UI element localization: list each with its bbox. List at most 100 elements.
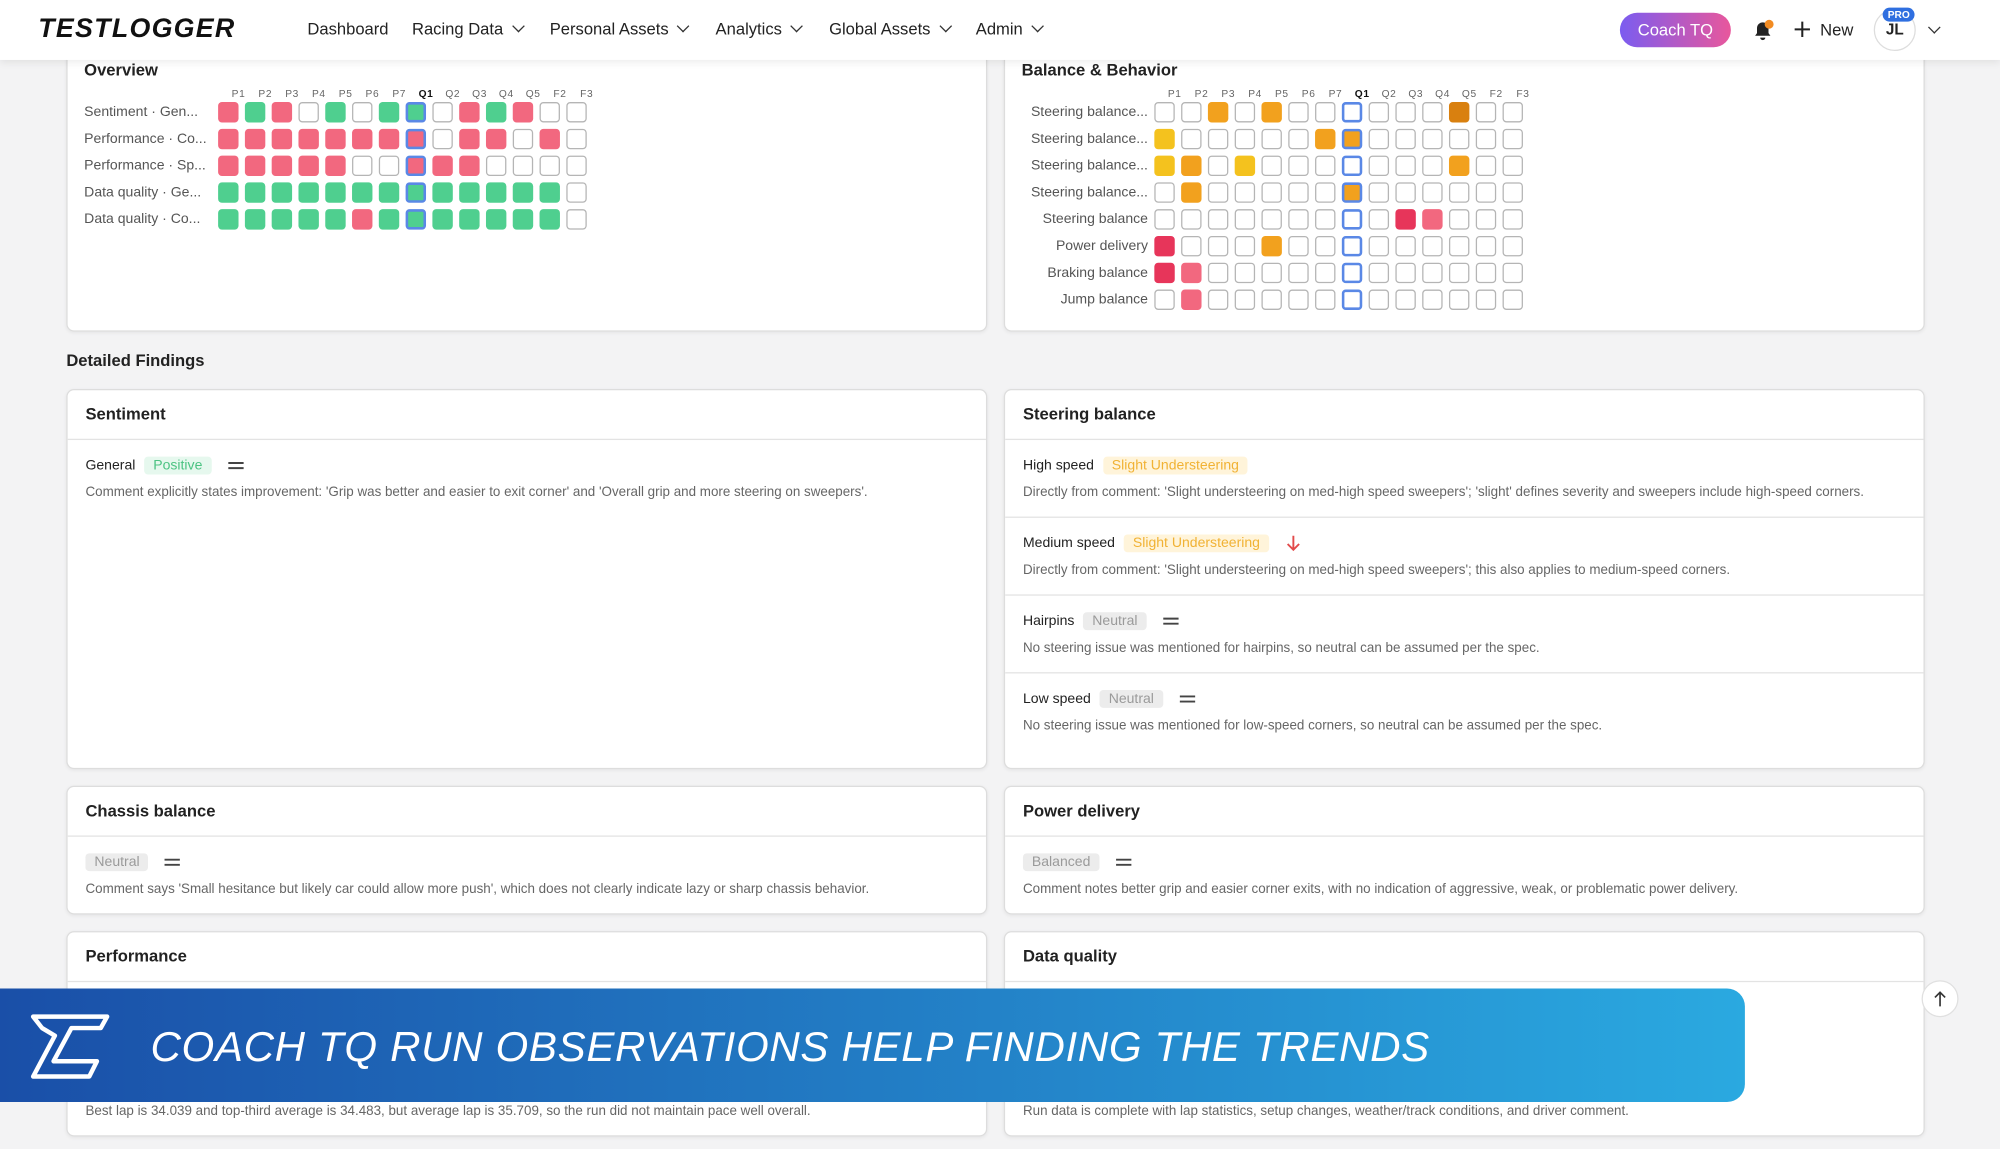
heatmap-cell[interactable] bbox=[1475, 235, 1497, 257]
nav-item[interactable]: Dashboard bbox=[307, 19, 388, 38]
heatmap-cell[interactable] bbox=[432, 102, 453, 123]
heatmap-cell[interactable] bbox=[1288, 155, 1309, 177]
heatmap-cell[interactable] bbox=[1422, 182, 1443, 203]
heatmap-cell[interactable] bbox=[1341, 128, 1363, 150]
nav-item[interactable]: Racing Data bbox=[412, 19, 525, 38]
heatmap-cell[interactable] bbox=[459, 128, 480, 150]
heatmap-cell[interactable] bbox=[244, 182, 266, 203]
heatmap-cell[interactable] bbox=[1341, 262, 1363, 284]
heatmap-cell[interactable] bbox=[325, 209, 346, 230]
heatmap-cell[interactable] bbox=[1341, 235, 1363, 257]
heatmap-cell[interactable] bbox=[1502, 235, 1523, 257]
heatmap-cell[interactable] bbox=[1154, 235, 1175, 257]
heatmap-cell[interactable] bbox=[1422, 289, 1443, 310]
heatmap-cell[interactable] bbox=[1395, 128, 1416, 150]
heatmap-cell[interactable] bbox=[1181, 128, 1202, 150]
heatmap-cell[interactable] bbox=[1422, 102, 1443, 123]
heatmap-cell[interactable] bbox=[1395, 182, 1416, 203]
heatmap-cell[interactable] bbox=[1395, 102, 1416, 123]
heatmap-cell[interactable] bbox=[298, 128, 319, 150]
heatmap-cell[interactable] bbox=[1448, 262, 1470, 284]
heatmap-cell[interactable] bbox=[432, 209, 453, 230]
avatar-menu[interactable] bbox=[1920, 19, 1941, 42]
heatmap-cell[interactable] bbox=[1368, 235, 1390, 257]
heatmap-cell[interactable] bbox=[1315, 209, 1336, 230]
heatmap-cell[interactable] bbox=[218, 209, 239, 230]
nav-item[interactable]: Global Assets bbox=[829, 19, 952, 38]
heatmap-cell[interactable] bbox=[271, 209, 293, 230]
heatmap-cell[interactable] bbox=[485, 182, 507, 203]
heatmap-cell[interactable] bbox=[1207, 235, 1229, 257]
notification-bell[interactable] bbox=[1750, 18, 1776, 44]
heatmap-cell[interactable] bbox=[325, 102, 346, 123]
heatmap-cell[interactable] bbox=[352, 182, 373, 203]
heatmap-cell[interactable] bbox=[271, 128, 293, 150]
heatmap-cell[interactable] bbox=[459, 155, 480, 177]
coach-button[interactable]: Coach TQ bbox=[1619, 12, 1731, 48]
heatmap-cell[interactable] bbox=[378, 102, 400, 123]
heatmap-cell[interactable] bbox=[1234, 128, 1256, 150]
heatmap-cell[interactable] bbox=[1181, 235, 1202, 257]
heatmap-cell[interactable] bbox=[352, 128, 373, 150]
heatmap-cell[interactable] bbox=[325, 128, 346, 150]
nav-item[interactable]: Analytics bbox=[716, 19, 803, 38]
heatmap-cell[interactable] bbox=[352, 209, 373, 230]
heatmap-cell[interactable] bbox=[1261, 235, 1282, 257]
heatmap-cell[interactable] bbox=[271, 102, 293, 123]
heatmap-cell[interactable] bbox=[1395, 235, 1416, 257]
heatmap-cell[interactable] bbox=[1181, 262, 1202, 284]
heatmap-cell[interactable] bbox=[566, 182, 587, 203]
heatmap-cell[interactable] bbox=[1234, 289, 1256, 310]
heatmap-cell[interactable] bbox=[405, 128, 427, 150]
heatmap-cell[interactable] bbox=[1448, 235, 1470, 257]
heatmap-cell[interactable] bbox=[1261, 209, 1282, 230]
heatmap-cell[interactable] bbox=[1368, 209, 1390, 230]
heatmap-cell[interactable] bbox=[432, 128, 453, 150]
heatmap-cell[interactable] bbox=[1181, 209, 1202, 230]
heatmap-cell[interactable] bbox=[1288, 209, 1309, 230]
heatmap-cell[interactable] bbox=[1422, 262, 1443, 284]
heatmap-cell[interactable] bbox=[1154, 155, 1175, 177]
heatmap-cell[interactable] bbox=[271, 155, 293, 177]
heatmap-cell[interactable] bbox=[1475, 182, 1497, 203]
nav-item[interactable]: Personal Assets bbox=[550, 19, 690, 38]
heatmap-cell[interactable] bbox=[378, 128, 400, 150]
heatmap-cell[interactable] bbox=[1207, 289, 1229, 310]
heatmap-cell[interactable] bbox=[512, 102, 534, 123]
heatmap-cell[interactable] bbox=[405, 209, 427, 230]
heatmap-cell[interactable] bbox=[1341, 182, 1363, 203]
heatmap-cell[interactable] bbox=[539, 128, 560, 150]
heatmap-cell[interactable] bbox=[1422, 155, 1443, 177]
heatmap-cell[interactable] bbox=[1315, 182, 1336, 203]
heatmap-cell[interactable] bbox=[378, 182, 400, 203]
heatmap-cell[interactable] bbox=[1234, 102, 1256, 123]
heatmap-cell[interactable] bbox=[459, 209, 480, 230]
heatmap-cell[interactable] bbox=[512, 209, 534, 230]
heatmap-cell[interactable] bbox=[539, 102, 560, 123]
heatmap-cell[interactable] bbox=[405, 102, 427, 123]
heatmap-cell[interactable] bbox=[1395, 155, 1416, 177]
heatmap-cell[interactable] bbox=[459, 102, 480, 123]
heatmap-cell[interactable] bbox=[1475, 102, 1497, 123]
heatmap-cell[interactable] bbox=[1261, 128, 1282, 150]
heatmap-cell[interactable] bbox=[1448, 102, 1470, 123]
heatmap-cell[interactable] bbox=[1502, 262, 1523, 284]
heatmap-cell[interactable] bbox=[1341, 289, 1363, 310]
heatmap-cell[interactable] bbox=[1288, 102, 1309, 123]
heatmap-cell[interactable] bbox=[244, 155, 266, 177]
heatmap-cell[interactable] bbox=[271, 182, 293, 203]
heatmap-cell[interactable] bbox=[1368, 182, 1390, 203]
heatmap-cell[interactable] bbox=[378, 209, 400, 230]
heatmap-cell[interactable] bbox=[1315, 102, 1336, 123]
heatmap-cell[interactable] bbox=[1368, 155, 1390, 177]
heatmap-cell[interactable] bbox=[1368, 128, 1390, 150]
heatmap-cell[interactable] bbox=[539, 182, 560, 203]
scroll-top[interactable] bbox=[1921, 980, 1959, 1018]
heatmap-cell[interactable] bbox=[1368, 289, 1390, 310]
heatmap-cell[interactable] bbox=[1261, 155, 1282, 177]
heatmap-cell[interactable] bbox=[1502, 102, 1523, 123]
heatmap-cell[interactable] bbox=[1234, 209, 1256, 230]
heatmap-cell[interactable] bbox=[1315, 262, 1336, 284]
heatmap-cell[interactable] bbox=[1154, 289, 1175, 310]
heatmap-cell[interactable] bbox=[1234, 182, 1256, 203]
